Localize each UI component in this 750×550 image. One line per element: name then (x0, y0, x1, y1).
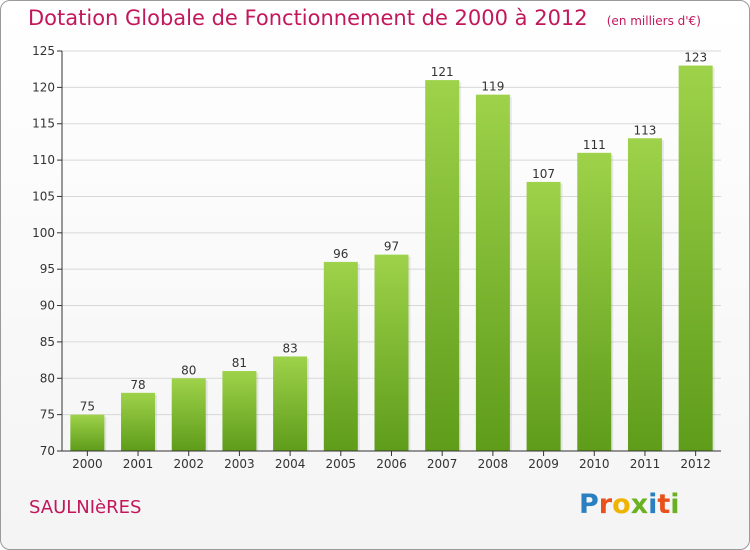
bar (121, 392, 156, 451)
data-label: 96 (333, 247, 348, 261)
x-tick-label: 2012 (680, 457, 711, 471)
x-tick-label: 2001 (123, 457, 154, 471)
x-tick-label: 2004 (275, 457, 306, 471)
title-text: Dotation Globale de Fonctionnement de 20… (28, 6, 588, 30)
x-tick-label: 2005 (326, 457, 357, 471)
bar (171, 378, 206, 451)
logo-letter: i (648, 489, 658, 520)
bar (222, 371, 257, 451)
x-tick-label: 2011 (630, 457, 661, 471)
y-tick-label: 115 (32, 117, 55, 131)
logo-letter: i (670, 489, 680, 520)
data-label: 123 (684, 51, 707, 65)
x-tick-label: 2007 (427, 457, 458, 471)
x-tick-label: 2000 (72, 457, 103, 471)
bar (70, 414, 105, 451)
y-tick-label: 90 (40, 299, 55, 313)
bar-layer: 75 78 80 81 83 96 97 121 119 107 111 113 123 (70, 51, 715, 452)
bar (526, 181, 561, 451)
y-tick-label: 95 (40, 262, 55, 276)
data-label: 119 (481, 80, 504, 94)
chart-title: Dotation Globale de Fonctionnement de 20… (28, 6, 701, 30)
x-tick-label: 2006 (376, 457, 407, 471)
data-label: 97 (384, 240, 399, 254)
bar (475, 94, 510, 452)
bar (577, 152, 612, 451)
commune-name: SAULNIèRES (29, 497, 142, 518)
x-tick-label: 2010 (579, 457, 610, 471)
x-tick-label: 2002 (173, 457, 204, 471)
data-label: 75 (80, 400, 95, 414)
y-tick-label: 120 (32, 80, 55, 94)
x-tick-label: 2003 (224, 457, 255, 471)
unit-note: (en milliers d'€) (606, 14, 701, 28)
logo-letter: t (657, 489, 671, 520)
bar (374, 254, 409, 451)
x-tick-label: 2009 (528, 457, 559, 471)
logo-letter: P (579, 489, 599, 520)
logo-letter: r (598, 489, 613, 520)
bar (273, 356, 308, 451)
proxiti-logo[interactable]: Proxiti (579, 489, 680, 520)
y-tick-label: 125 (32, 44, 55, 58)
y-tick-label: 80 (40, 371, 55, 385)
bar (678, 65, 713, 451)
data-label: 121 (431, 65, 454, 79)
y-tick-label: 100 (32, 226, 55, 240)
y-tick-label: 105 (32, 189, 55, 203)
y-tick-label: 70 (40, 444, 55, 458)
bar (425, 80, 460, 451)
y-tick-label: 110 (32, 153, 55, 167)
axis-layer: 70 75 80 85 90 95 100 105 110 115 120 125 2000 2001 20… (32, 44, 721, 471)
data-label: 111 (583, 138, 606, 152)
data-label: 81 (232, 356, 247, 370)
y-tick-label: 85 (40, 335, 55, 349)
logo-letter: o (612, 489, 631, 520)
data-label: 107 (532, 167, 555, 181)
y-tick-label: 75 (40, 408, 55, 422)
x-tick-label: 2008 (478, 457, 509, 471)
bar (627, 138, 662, 452)
logo-letter: x (630, 489, 649, 520)
data-label: 83 (282, 341, 297, 355)
data-label: 80 (181, 363, 196, 377)
data-label: 78 (130, 378, 145, 392)
data-label: 113 (634, 123, 657, 137)
bar (323, 261, 358, 451)
